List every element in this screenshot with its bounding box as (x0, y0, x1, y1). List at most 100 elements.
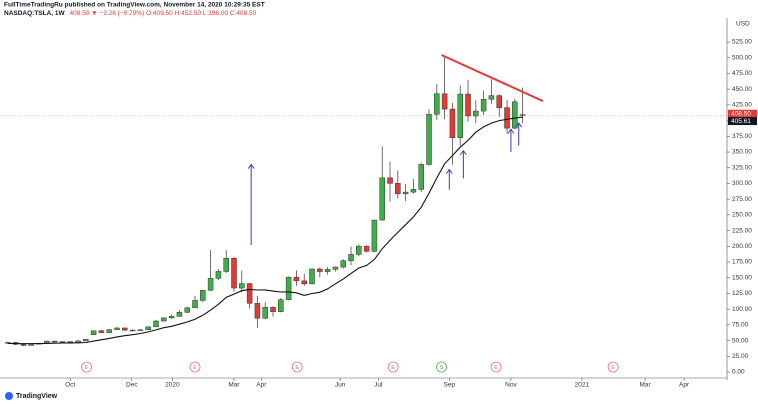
candle-body (426, 114, 432, 165)
candle-body (20, 344, 27, 346)
candle-body (441, 93, 448, 110)
candle-body (278, 299, 284, 312)
y-tick-label: 200.00 (732, 243, 752, 250)
candle-body (98, 330, 105, 333)
x-tick-label: Jul (374, 382, 383, 389)
candle-body (488, 95, 495, 100)
event-label: E (391, 365, 395, 371)
footer: TradingView (5, 392, 58, 400)
x-tick-label: Jun (335, 382, 346, 389)
x-tick-label: Dec (126, 382, 138, 389)
candle-body (363, 245, 370, 252)
candle-body (504, 107, 510, 129)
y-tick-label: 425.00 (732, 102, 752, 109)
candle-body (200, 289, 206, 301)
x-tick-label: Nov (505, 382, 517, 389)
price-label-box (728, 109, 757, 118)
candle-body (51, 340, 58, 343)
arrow-head (515, 122, 523, 128)
y-tick-label: 50.00 (732, 337, 749, 344)
arrow-head (247, 163, 255, 169)
y-tick-label: 25.00 (732, 353, 749, 360)
event-label: E (193, 365, 197, 371)
y-tick-label: 500.00 (732, 54, 752, 61)
event-marker (436, 361, 447, 373)
candle-body (348, 254, 354, 262)
candle-body (356, 245, 362, 255)
y-tick-label: 225.00 (732, 227, 752, 234)
candle-body (83, 339, 89, 342)
y-tick-label: 250.00 (732, 212, 752, 219)
y-tick-label: 475.00 (732, 70, 752, 77)
candle-body (254, 303, 261, 319)
price-label: 408.50 (731, 110, 751, 117)
symbol: NASDAQ:TSLA, 1W (4, 10, 66, 17)
candle-body (5, 342, 11, 344)
price-label: 405.61 (731, 118, 751, 125)
y-tick-label: 375.00 (732, 133, 752, 140)
logo (5, 392, 13, 400)
event-marker (291, 361, 303, 373)
event-marker (607, 361, 619, 373)
candle-body (480, 98, 487, 112)
x-tick-label: Apr (679, 382, 690, 389)
x-tick-label: Mar (228, 382, 240, 389)
candle-body (122, 327, 128, 331)
candle-body (184, 307, 190, 313)
x-tick-label: 2020 (165, 382, 180, 389)
arrow-head (507, 128, 515, 134)
y-tick-label: 300.00 (732, 180, 752, 187)
candle-body (153, 320, 159, 328)
candle-body (418, 164, 424, 190)
footer-text: TradingView (16, 393, 58, 400)
candle-body (231, 257, 237, 289)
candle-body (457, 93, 463, 138)
candle-body (168, 316, 175, 319)
price-label-box (728, 117, 757, 126)
candle-body (410, 189, 417, 193)
trendline (441, 54, 544, 102)
candle-body (137, 329, 144, 331)
candle-body (293, 276, 300, 282)
candle-body (301, 280, 307, 285)
moving-average (7, 116, 523, 345)
x-tick-label: Apr (256, 382, 267, 389)
candle-body (161, 317, 167, 322)
y-axis-title: USD (736, 21, 750, 28)
candle-body (239, 283, 245, 289)
candle-body (106, 329, 112, 333)
candle-body (207, 278, 214, 291)
arrow (515, 122, 523, 146)
candle-body (371, 219, 378, 252)
x-tick-label: Sep (444, 382, 456, 389)
candle-body (332, 266, 339, 270)
candle-body (395, 183, 401, 195)
candle-body (90, 330, 97, 335)
y-tick-label: 450.00 (732, 86, 752, 93)
y-tick-label: 100.00 (732, 306, 752, 313)
event-marker (387, 361, 399, 373)
event-label: E (494, 365, 498, 371)
candle-body (512, 101, 518, 129)
candle-body (434, 93, 440, 115)
y-tick-label: 350.00 (732, 149, 752, 156)
candle-body (473, 110, 479, 117)
candle-body (309, 268, 315, 285)
candle-body (496, 95, 502, 108)
y-tick-label: 275.00 (732, 196, 752, 203)
event-label: E (295, 365, 299, 371)
y-tick-label: 325.00 (732, 164, 752, 171)
arrow (445, 168, 453, 190)
y-tick-label: 125.00 (732, 290, 752, 297)
candle-body (215, 271, 222, 279)
candle-body (324, 269, 331, 272)
candle-body (145, 326, 151, 331)
candle-body (114, 327, 120, 330)
candle-body (340, 260, 346, 268)
candle-body (129, 329, 136, 332)
candle-body (465, 93, 471, 117)
candle-body (519, 114, 526, 116)
y-tick-label: 150.00 (732, 274, 752, 281)
arrow-head (459, 149, 467, 156)
